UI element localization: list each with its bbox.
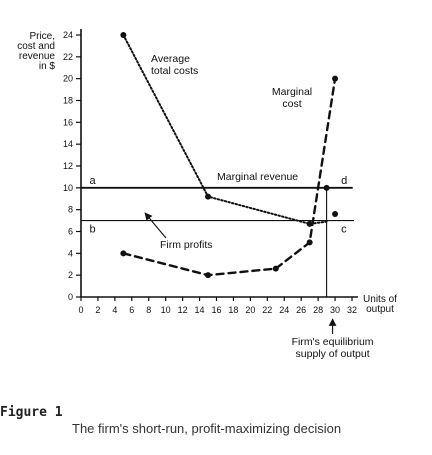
marginal-revenue-label: Marginal revenue [217, 171, 298, 183]
x-tick-label: 26 [296, 305, 306, 315]
y-tick-label: 16 [63, 117, 73, 127]
point-label-d: d [341, 175, 347, 187]
y-tick-label: 20 [63, 74, 73, 84]
x-tick-label: 2 [95, 305, 100, 315]
data-point [205, 272, 212, 279]
firm-profits-arrow [144, 212, 167, 239]
data-point [306, 239, 313, 246]
data-point [120, 32, 127, 38]
average-total-costs-label: Average total costs [151, 53, 198, 77]
y-tick-label: 24 [63, 30, 73, 40]
data-point [205, 193, 212, 200]
x-tick-label: 10 [161, 305, 171, 315]
y-tick-label: 22 [63, 52, 73, 62]
y-tick-label: 18 [63, 96, 73, 106]
data-point [272, 265, 279, 272]
x-tick-label: 30 [330, 305, 340, 315]
y-tick-label: 0 [68, 292, 73, 302]
x-tick-label: 16 [211, 305, 221, 315]
figure-caption-text: The firm's short-run, profit-maximizing … [72, 421, 342, 436]
y-axis-label: Price, cost and revenue in $ [17, 31, 55, 72]
data-point [332, 75, 339, 82]
x-tick-label: 28 [313, 305, 323, 315]
x-tick-label: 8 [146, 305, 151, 315]
x-tick-label: 12 [178, 305, 188, 315]
point-label-a: a [90, 175, 97, 187]
equilibrium-supply-label: Firm's equilibrium supply of output [292, 336, 374, 360]
firm-profits-label: Firm profits [160, 239, 213, 251]
y-tick-label: 10 [63, 183, 73, 193]
data-point [120, 250, 127, 257]
y-tick-label: 12 [63, 161, 73, 171]
y-tick-label: 14 [63, 139, 73, 149]
marginal-cost-label: Marginal cost [272, 86, 312, 110]
x-tick-label: 24 [279, 305, 289, 315]
point-label-b: b [90, 224, 96, 236]
y-tick-label: 4 [68, 248, 73, 258]
average-total-costs-line [122, 34, 328, 225]
x-tick-label: 32 [347, 305, 357, 315]
point-label-c: c [341, 224, 347, 236]
x-tick-label: 4 [112, 305, 117, 315]
x-tick-label: 14 [195, 305, 205, 315]
y-tick-label: 8 [68, 205, 73, 215]
x-tick-label: 18 [228, 305, 238, 315]
figure-label: Figure 1 [0, 405, 63, 420]
x-tick-label: 20 [245, 305, 255, 315]
x-tick-label: 22 [262, 305, 272, 315]
y-tick-label: 2 [68, 270, 73, 280]
data-point [306, 220, 313, 227]
data-point [332, 211, 339, 218]
figure-caption: Figure 1 The firm's short-run, profit-ma… [0, 405, 432, 445]
x-tick-label: 6 [129, 305, 134, 315]
data-point [323, 184, 330, 191]
x-tick-label: 0 [78, 305, 83, 315]
x-axis-label: Units of output [363, 294, 397, 315]
y-tick-label: 6 [68, 227, 73, 237]
